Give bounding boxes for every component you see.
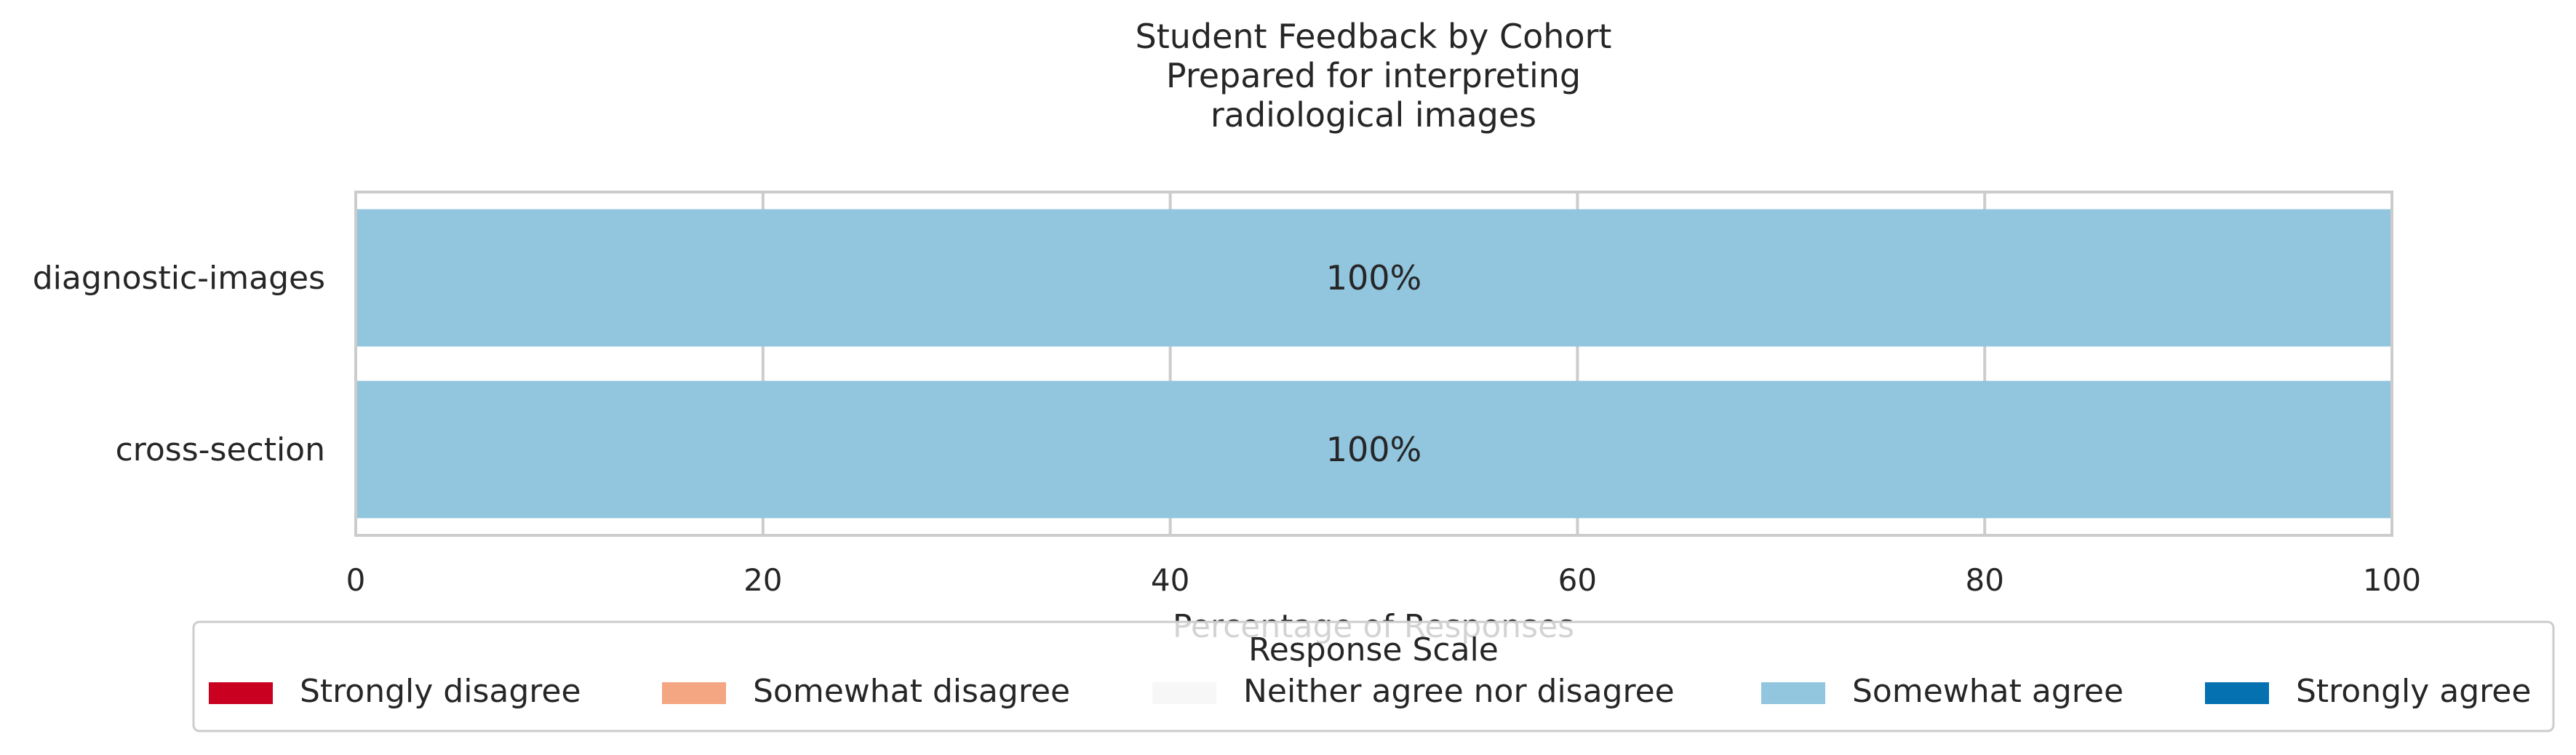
data-labels: 100% 100%: [1326, 258, 1422, 469]
legend-swatch-neither-agree-nor-disagree: [1152, 682, 1216, 704]
legend-label-strongly-agree: Strongly agree: [2296, 673, 2531, 710]
y-tick-labels: diagnostic-images cross-section: [33, 260, 325, 468]
bar-cross-section-somewhat-agree: [356, 380, 2392, 519]
x-tick-labels: 0 20 40 60 80 100: [346, 562, 2421, 598]
legend-item-neither-agree-nor-disagree: Neither agree nor disagree: [1152, 673, 1675, 710]
legend-label-somewhat-disagree: Somewhat disagree: [753, 673, 1070, 710]
x-tick-label-60: 60: [1558, 562, 1597, 598]
legend-items: Strongly disagree Somewhat disagree Neithe…: [209, 673, 2531, 710]
data-label-diagnostic-images: 100%: [1326, 258, 1422, 297]
y-tick-label-diagnostic-images: diagnostic-images: [33, 260, 325, 297]
x-tick-label-100: 100: [2363, 562, 2421, 598]
legend-frame: [192, 620, 2555, 732]
chart-title-line-2: Prepared for interpreting: [1166, 56, 1581, 95]
x-tick-label-40: 40: [1151, 562, 1189, 598]
bar-diagnostic-images-somewhat-agree: [356, 209, 2392, 347]
bars: [356, 209, 2392, 519]
legend-item-strongly-agree: Strongly agree: [2205, 673, 2531, 710]
legend-swatch-strongly-disagree: [209, 682, 273, 704]
legend-swatch-somewhat-disagree: [662, 682, 726, 704]
legend-item-somewhat-disagree: Somewhat disagree: [662, 673, 1070, 710]
chart-title-line-3: radiological images: [1211, 95, 1536, 135]
legend-title: Response Scale: [1248, 631, 1499, 668]
legend-label-somewhat-agree: Somewhat agree: [1852, 673, 2124, 710]
legend: Response Scale Strongly disagree Somewhat…: [192, 620, 2555, 732]
legend-item-strongly-disagree: Strongly disagree: [209, 673, 581, 710]
x-tick-label-0: 0: [346, 562, 366, 598]
x-tick-label-80: 80: [1965, 562, 2003, 598]
y-tick-label-cross-section: cross-section: [116, 431, 325, 468]
plot-frame: [354, 191, 2393, 537]
data-label-cross-section: 100%: [1326, 430, 1422, 469]
legend-item-somewhat-agree: Somewhat agree: [1761, 673, 2124, 710]
legend-swatch-somewhat-agree: [1761, 682, 1825, 704]
x-tick-label-20: 20: [743, 562, 782, 598]
legend-swatch-strongly-agree: [2205, 682, 2269, 704]
legend-label-strongly-disagree: Strongly disagree: [300, 673, 581, 710]
legend-label-neither-agree-nor-disagree: Neither agree nor disagree: [1243, 673, 1675, 710]
chart-title-line-1: Student Feedback by Cohort: [1136, 17, 1612, 56]
